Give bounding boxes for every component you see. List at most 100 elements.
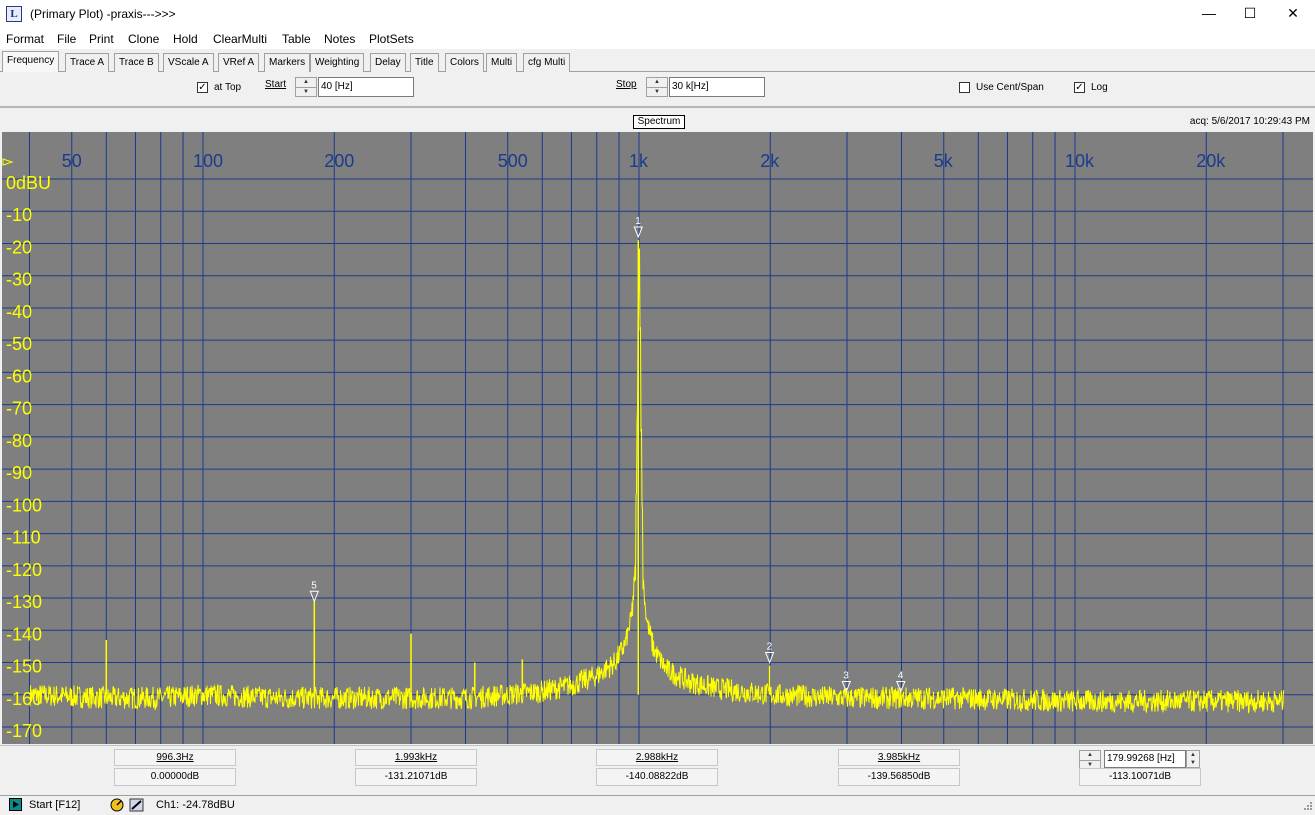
spin-down-icon[interactable]: ▼ bbox=[647, 87, 667, 96]
marker-1-readout[interactable]: 996.3Hz 0.00000dB bbox=[114, 749, 236, 789]
menu-print[interactable]: Print bbox=[89, 32, 114, 46]
tab-cfg-multi[interactable]: cfg Multi bbox=[523, 53, 571, 72]
marker-1-frequency[interactable]: 996.3Hz bbox=[114, 749, 236, 766]
x-tick-label: 2k bbox=[760, 151, 780, 171]
marker-2-readout[interactable]: 1.993kHz -131.21071dB bbox=[355, 749, 477, 789]
marker-3-readout[interactable]: 2.988kHz -140.08822dB bbox=[596, 749, 718, 789]
gauge-icon[interactable] bbox=[110, 798, 125, 812]
stop-label: Stop bbox=[616, 79, 637, 90]
spectrum-trace bbox=[29, 248, 1284, 714]
log-label: Log bbox=[1091, 82, 1108, 93]
tab-trace-a[interactable]: Trace A bbox=[65, 53, 110, 72]
marker-5-amplitude: -113.10071dB bbox=[1079, 768, 1201, 786]
maximize-icon[interactable]: ☐ bbox=[1243, 5, 1257, 21]
marker-4-readout[interactable]: 3.985kHz -139.56850dB bbox=[838, 749, 960, 789]
marker-label: 5 bbox=[311, 580, 317, 591]
tab-vref-a[interactable]: VRef A bbox=[218, 53, 260, 72]
y-tick-label: -50 bbox=[6, 334, 32, 354]
window-title: (Primary Plot) -praxis--->>> bbox=[30, 7, 176, 21]
y-tick-label: -70 bbox=[6, 399, 32, 419]
title-bar: L (Primary Plot) -praxis--->>> — ☐ ✕ bbox=[0, 0, 1315, 29]
menu-file[interactable]: File bbox=[57, 32, 77, 46]
marker-triangle-icon bbox=[841, 681, 852, 693]
marker-1-amplitude: 0.00000dB bbox=[114, 768, 236, 786]
stop-spinner[interactable]: ▲ ▼ bbox=[646, 77, 668, 97]
minimize-icon[interactable]: — bbox=[1202, 5, 1216, 21]
tab-frequency[interactable]: Frequency bbox=[2, 51, 60, 73]
marker-5-frequency-input[interactable]: 179.99268 [Hz] bbox=[1104, 750, 1186, 768]
tab-delay[interactable]: Delay bbox=[370, 53, 406, 72]
spin-up-icon[interactable]: ▲ bbox=[1087, 752, 1093, 758]
marker-5-spinner[interactable]: ▲ ▼ bbox=[1079, 750, 1101, 770]
y-tick-label: -40 bbox=[6, 302, 32, 322]
tab-markers[interactable]: Markers bbox=[264, 53, 311, 72]
menu-plotsets[interactable]: PlotSets bbox=[369, 32, 414, 46]
y-tick-label: -140 bbox=[6, 624, 42, 644]
spin-down-icon[interactable]: ▼ bbox=[1080, 760, 1100, 769]
plot-background bbox=[2, 132, 1313, 744]
spin-up-icon[interactable]: ▲ bbox=[303, 79, 309, 85]
marker-2-amplitude: -131.21071dB bbox=[355, 768, 477, 786]
plot-header: Spectrum acq: 5/6/2017 10:29:43 PM bbox=[0, 110, 1315, 132]
at-top-label: at Top bbox=[214, 82, 242, 93]
close-icon[interactable]: ✕ bbox=[1287, 5, 1299, 21]
menu-clone[interactable]: Clone bbox=[128, 32, 160, 46]
x-tick-label: 50 bbox=[62, 151, 82, 171]
menu-table[interactable]: Table bbox=[282, 32, 311, 46]
spin-up-icon[interactable]: ▲ bbox=[654, 79, 660, 85]
spectrum-mode-label[interactable]: Spectrum bbox=[633, 115, 685, 129]
x-tick-label: 100 bbox=[193, 151, 223, 171]
y-tick-label: -20 bbox=[6, 237, 32, 257]
resize-grip-icon[interactable] bbox=[1303, 800, 1313, 810]
status-bar: Start [F12] Ch1: -24.78dBU bbox=[0, 795, 1315, 813]
start-spinner[interactable]: ▲ ▼ bbox=[295, 77, 317, 97]
menu-clearmulti[interactable]: ClearMulti bbox=[213, 32, 268, 46]
marker-label: 3 bbox=[843, 671, 849, 682]
y-tick-label: -60 bbox=[6, 366, 32, 386]
praxis-app-icon[interactable]: L bbox=[6, 6, 22, 22]
tab-weighting[interactable]: Weighting bbox=[310, 53, 365, 72]
use-cent-span-checkbox[interactable] bbox=[959, 82, 970, 93]
marker-triangle-icon bbox=[309, 590, 320, 603]
tab-vscale-a[interactable]: VScale A bbox=[163, 53, 214, 72]
tab-multi[interactable]: Multi bbox=[486, 53, 518, 72]
menu-format[interactable]: Format bbox=[6, 32, 45, 46]
start-input[interactable]: 40 [Hz] bbox=[318, 77, 414, 97]
spin-up-icon[interactable]: ▲ bbox=[1190, 752, 1196, 758]
menu-bar: Format File Print Clone Hold ClearMulti … bbox=[0, 29, 1315, 49]
at-top-checkbox[interactable]: ✓ bbox=[197, 82, 208, 93]
tab-title[interactable]: Title bbox=[410, 53, 439, 72]
tab-strip: Frequency Trace A Trace B VScale A VRef … bbox=[0, 51, 1315, 73]
stop-input[interactable]: 30 k[Hz] bbox=[669, 77, 765, 97]
acquisition-timestamp: acq: 5/6/2017 10:29:43 PM bbox=[1189, 116, 1310, 127]
marker-4-frequency[interactable]: 3.985kHz bbox=[838, 749, 960, 766]
x-tick-label: 20k bbox=[1196, 151, 1226, 171]
menu-hold[interactable]: Hold bbox=[173, 32, 198, 46]
y-tick-label: -30 bbox=[6, 270, 32, 290]
x-tick-label: 10k bbox=[1065, 151, 1095, 171]
spin-down-icon[interactable]: ▼ bbox=[1190, 760, 1196, 766]
y-tick-label: -10 bbox=[6, 205, 32, 225]
use-cent-span-label: Use Cent/Span bbox=[976, 82, 1044, 93]
start-icon[interactable] bbox=[9, 798, 22, 811]
y-tick-label: -90 bbox=[6, 463, 32, 483]
spin-down-icon[interactable]: ▼ bbox=[296, 87, 316, 96]
log-checkbox[interactable]: ✓ bbox=[1074, 82, 1085, 93]
tab-colors[interactable]: Colors bbox=[445, 53, 484, 72]
marker-2-frequency[interactable]: 1.993kHz bbox=[355, 749, 477, 766]
marker-label: 1 bbox=[635, 216, 641, 227]
menu-notes[interactable]: Notes bbox=[324, 32, 356, 46]
marker-readout-bar: 1 996.3Hz 0.00000dB 2 1.993kHz -131.2107… bbox=[0, 745, 1315, 793]
tab-trace-b[interactable]: Trace B bbox=[114, 53, 159, 72]
start-button[interactable]: Start [F12] bbox=[29, 799, 81, 811]
y-tick-label: -170 bbox=[6, 721, 42, 741]
marker-label: 2 bbox=[767, 642, 773, 653]
frequency-controls: ✓ at Top Start ▲ ▼ 40 [Hz] Stop ▲ ▼ 30 k… bbox=[0, 72, 1315, 108]
start-label: Start bbox=[265, 79, 287, 90]
marker-5-fine-spinner[interactable]: ▲ ▼ bbox=[1186, 750, 1200, 768]
marker-3-frequency[interactable]: 2.988kHz bbox=[596, 749, 718, 766]
spectrum-plot[interactable]: 50 100 200 500 1k 2k 5k 10k 20k 0dBU -10 -20 -30 -40 -… bbox=[2, 132, 1313, 744]
marker-3-amplitude: -140.08822dB bbox=[596, 768, 718, 786]
x-tick-label: 5k bbox=[934, 151, 954, 171]
probe-icon[interactable] bbox=[129, 798, 144, 812]
